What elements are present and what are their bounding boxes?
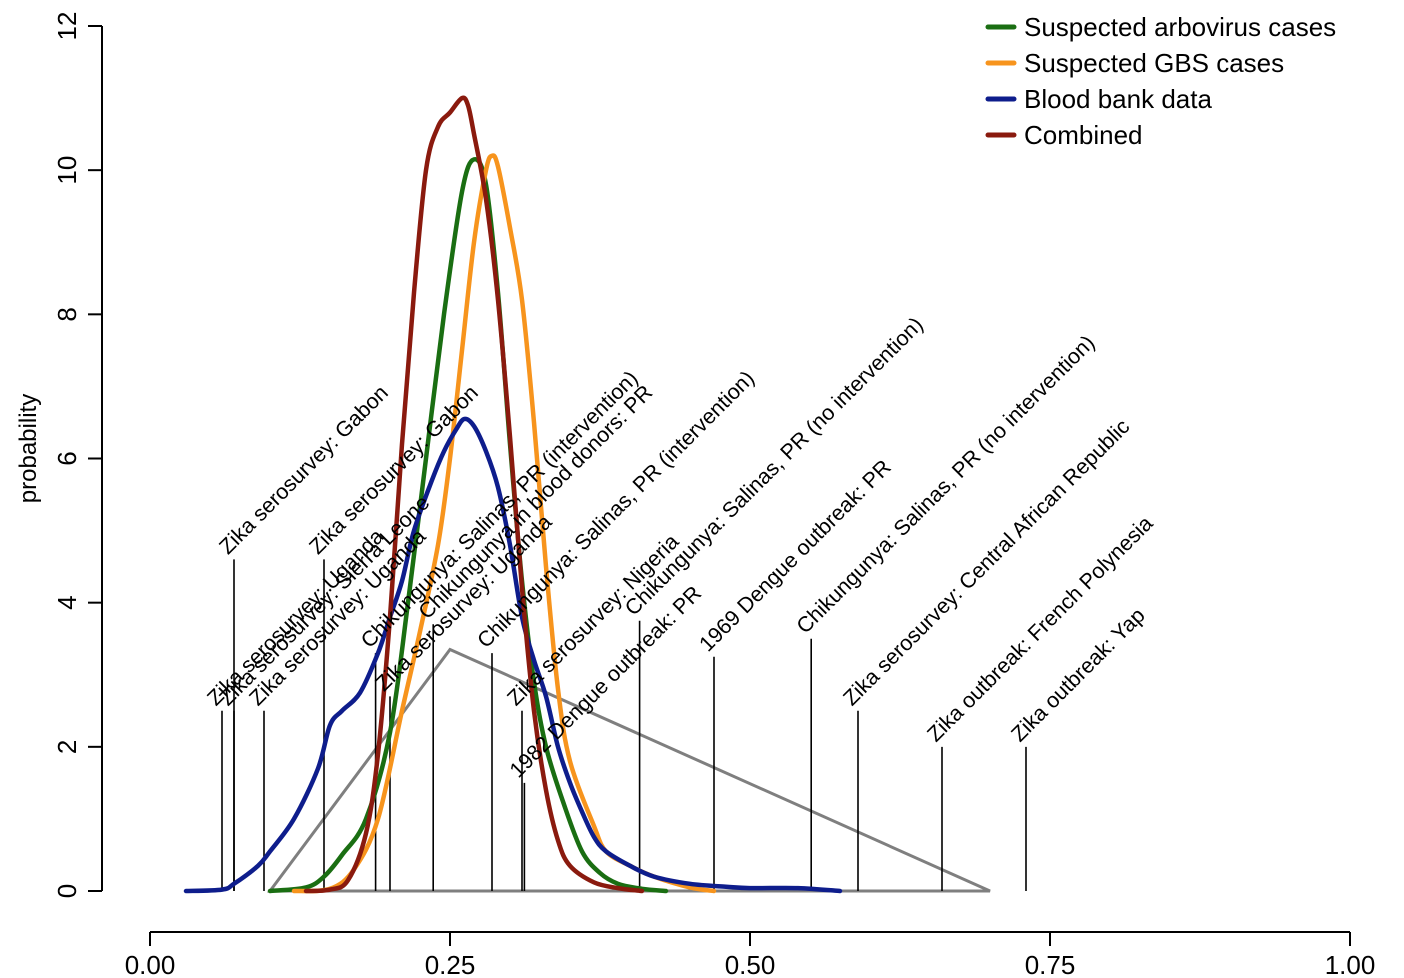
y-tick-label: 12 <box>52 12 82 41</box>
x-tick-label: 0.00 <box>125 950 176 978</box>
x-tick-label: 0.25 <box>425 950 476 978</box>
y-tick-label: 10 <box>52 156 82 185</box>
y-tick-label: 0 <box>52 884 82 898</box>
blood-bank-density-curve <box>183 416 843 894</box>
gbs-density-curve <box>291 153 717 894</box>
combined-density-curve <box>303 95 645 894</box>
y-tick-label: 6 <box>52 451 82 465</box>
y-axis-title: probability <box>15 394 42 503</box>
legend-entry-label: Suspected arbovirus cases <box>1024 12 1336 42</box>
x-tick-label: 1.00 <box>1325 950 1376 978</box>
x-tick-label: 0.75 <box>1025 950 1076 978</box>
y-tick-label: 8 <box>52 307 82 321</box>
legend-entry-label: Suspected GBS cases <box>1024 48 1284 78</box>
legend-entry-label: Combined <box>1024 120 1143 150</box>
legend-entry-label: Blood bank data <box>1024 84 1212 114</box>
axes: 0.00 0.25 0.50 0.75 1.00 0 2 4 6 8 10 12 probability <box>15 12 1375 978</box>
y-tick-label: 4 <box>52 595 82 609</box>
legend: Suspected arbovirus cases Suspected GBS c… <box>985 12 1336 150</box>
series-layer <box>183 95 843 894</box>
y-tick-label: 2 <box>52 740 82 754</box>
x-tick-label: 0.50 <box>725 950 776 978</box>
